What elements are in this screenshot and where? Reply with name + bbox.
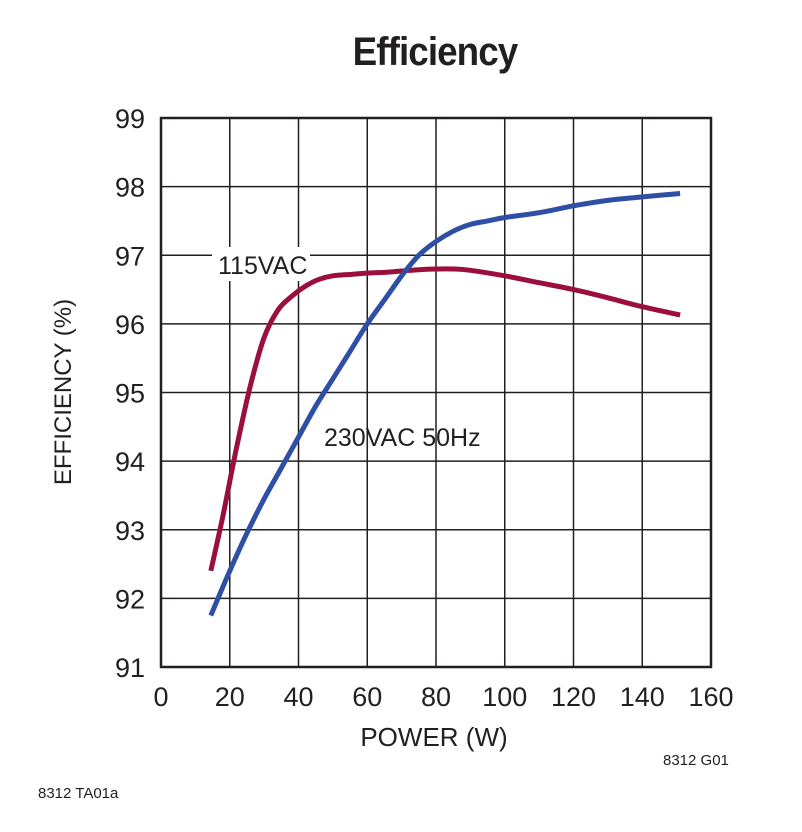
x-tick-label: 120 bbox=[551, 682, 596, 712]
annotation-115vac: 115VAC bbox=[218, 252, 307, 280]
annotation-background bbox=[212, 247, 310, 281]
y-tick-label: 98 bbox=[115, 173, 145, 203]
annotation-layer: 115VAC 230VAC 50Hz bbox=[212, 247, 481, 452]
x-tick-label: 40 bbox=[283, 682, 313, 712]
x-tick-label: 20 bbox=[215, 682, 245, 712]
y-tick-label: 91 bbox=[115, 653, 145, 683]
annotation-230vac-50hz: 230VAC 50Hz bbox=[324, 424, 481, 452]
y-tick-label: 96 bbox=[115, 310, 145, 340]
figure-id: 8312 G01 bbox=[663, 752, 729, 769]
x-axis-label: POWER (W) bbox=[360, 722, 508, 752]
series-line-115vac bbox=[208, 266, 681, 572]
x-tick-label: 140 bbox=[620, 682, 665, 712]
series-line-230vac-50hz bbox=[208, 191, 681, 617]
axis-layer: 0 20 40 60 80 100 120 140 160 91 92 93 94 95 96 97 98 99 bbox=[115, 104, 734, 712]
y-tick-label: 95 bbox=[115, 379, 145, 409]
y-tick-label: 93 bbox=[115, 516, 145, 546]
x-tick-label: 0 bbox=[153, 682, 168, 712]
x-tick-label: 100 bbox=[482, 682, 527, 712]
x-tick-label: 160 bbox=[688, 682, 733, 712]
series-layer bbox=[208, 191, 681, 617]
y-tick-label: 99 bbox=[115, 104, 145, 134]
y-tick-label: 97 bbox=[115, 241, 145, 271]
plot-frame bbox=[159, 116, 713, 669]
chart-title: Efficiency bbox=[352, 30, 519, 74]
page-id: 8312 TA01a bbox=[38, 785, 119, 802]
x-tick-label: 60 bbox=[352, 682, 382, 712]
x-tick-label: 80 bbox=[421, 682, 451, 712]
y-tick-label: 94 bbox=[115, 447, 145, 477]
y-tick-label: 92 bbox=[115, 584, 145, 614]
